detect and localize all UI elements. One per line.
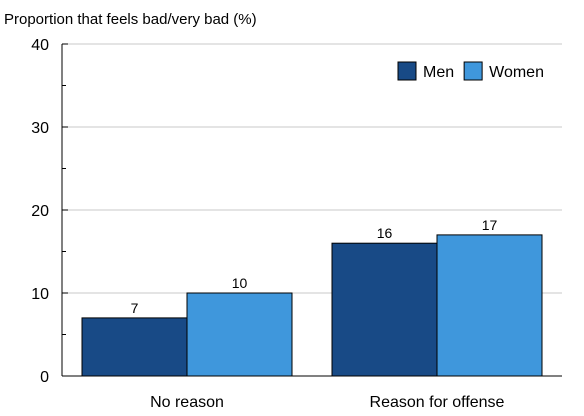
bars — [81, 234, 543, 377]
legend-label: Men — [423, 64, 454, 81]
bar-men-1 — [331, 242, 438, 377]
y-tick-label: 20 — [31, 203, 49, 220]
y-tick-label: 40 — [31, 37, 49, 54]
x-category-label: Reason for offense — [370, 394, 505, 411]
legend-swatch-men — [397, 61, 417, 81]
y-tick-label: 0 — [40, 369, 49, 386]
y-tick-label: 10 — [31, 286, 49, 303]
y-tick-label: 30 — [31, 120, 49, 137]
data-label: 10 — [232, 275, 248, 291]
data-label: 17 — [482, 217, 498, 233]
axes — [61, 43, 562, 377]
x-category-label: No reason — [150, 394, 224, 411]
legend-swatch-women — [463, 61, 483, 81]
data-label: 7 — [131, 300, 139, 316]
x-category-labels: No reason Reason for offense — [150, 394, 504, 411]
bar-men-0 — [81, 317, 188, 377]
data-labels: 7 10 16 17 — [131, 217, 498, 316]
y-tick-labels: 0 10 20 30 40 — [31, 37, 49, 386]
bar-women-0 — [186, 292, 293, 377]
y-axis-label: Proportion that feels bad/very bad (%) — [4, 11, 257, 28]
data-label: 16 — [377, 225, 393, 241]
legend: Men Women — [397, 61, 544, 81]
bar-women-1 — [436, 234, 543, 377]
legend-label: Women — [489, 64, 544, 81]
